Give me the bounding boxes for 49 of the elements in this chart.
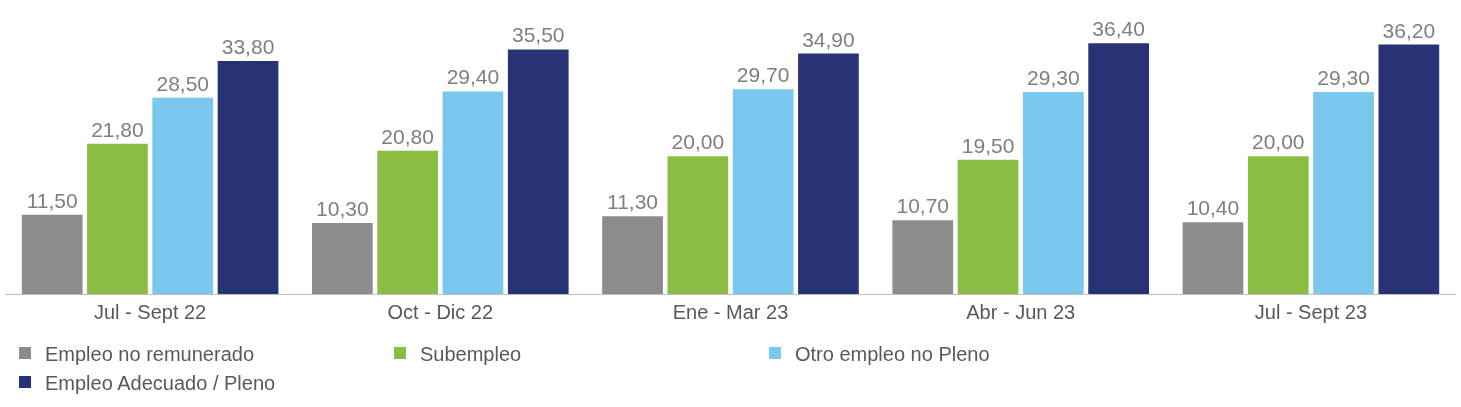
bar [507,49,569,294]
data-label: 28,50 [156,71,210,95]
data-label: 29,70 [736,63,790,87]
bar [377,150,439,294]
data-label: 21,80 [91,117,144,141]
bar [312,223,373,294]
bar [798,53,859,294]
data-label: 11,50 [26,188,78,212]
x-tick-label: Jul - Sept 22 [93,301,207,323]
legend-label: Empleo Adecuado / Pleno [45,371,276,394]
bar [1247,156,1309,294]
data-label: 20,00 [671,130,725,154]
bar [1022,92,1084,294]
legend-label: Empleo no remunerado [45,342,255,365]
data-label: 33,80 [221,35,275,59]
legend-label: Subempleo [420,342,522,365]
x-tick-label: Ene - Mar 23 [672,301,789,323]
bar [1182,222,1244,294]
bar [1378,44,1440,294]
data-label: 19,50 [961,133,1015,157]
legend-label: Otro empleo no Pleno [795,342,990,365]
bar [217,61,279,294]
data-label: 29,30 [1317,66,1370,90]
data-label: 29,30 [1027,66,1080,90]
bar [667,156,729,294]
data-label: 36,20 [1382,18,1436,42]
bar [152,97,214,294]
x-tick-label: Abr - Jun 23 [966,301,1076,323]
bar [957,159,1019,294]
data-label: 36,40 [1092,17,1145,41]
bar [442,91,504,294]
bar [87,143,148,294]
data-label: 10,70 [896,194,950,218]
bar [732,89,794,294]
data-label: 10,40 [1186,196,1240,220]
bar [1313,92,1374,294]
x-tick-label: Jul - Sept 23 [1254,301,1368,323]
x-tick-label: Oct - Dic 22 [387,301,494,323]
bar [1088,43,1149,294]
bar [892,220,954,294]
data-label: 34,90 [802,27,855,51]
bar [21,214,83,294]
data-label: 29,40 [446,65,500,89]
data-label: 35,50 [511,23,565,47]
data-label: 10,30 [316,197,369,221]
data-label: 11,30 [607,190,659,214]
data-label: 20,00 [1251,130,1305,154]
bar [602,216,663,294]
data-label: 20,80 [381,124,434,148]
